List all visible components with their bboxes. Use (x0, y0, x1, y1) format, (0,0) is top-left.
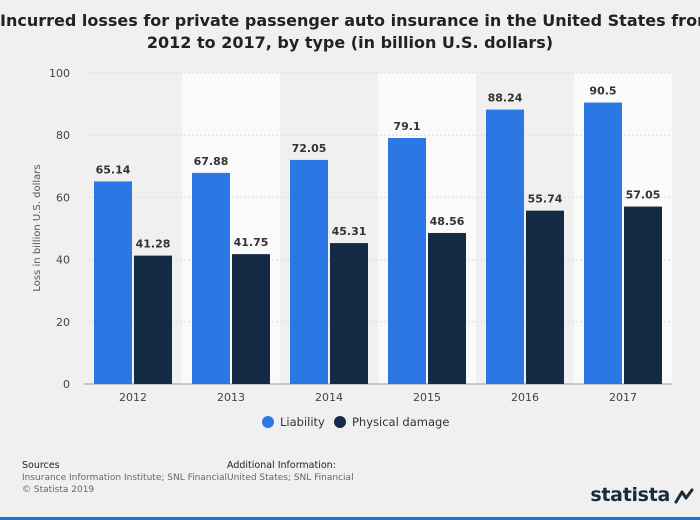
statista-logo[interactable]: statista (590, 484, 670, 506)
x-tick-label: 2017 (609, 391, 637, 404)
bar-liability (486, 109, 524, 384)
y-tick-label: 40 (56, 254, 70, 267)
bar-liability (192, 172, 230, 384)
additional-info-heading: Additional Information: (227, 460, 336, 471)
data-label: 90.5 (589, 85, 616, 98)
data-label: 72.05 (292, 142, 327, 155)
y-tick-label: 80 (56, 129, 70, 142)
x-tick-label: 2016 (511, 391, 539, 404)
x-tick-label: 2014 (315, 391, 343, 404)
statista-wave-icon (674, 488, 694, 504)
x-tick-label: 2015 (413, 391, 441, 404)
bar-liability (584, 102, 622, 385)
additional-info-block: Additional Information: United States; S… (227, 460, 354, 484)
legend-label: Physical damage (352, 415, 449, 429)
bar-liability (388, 137, 426, 384)
chart-title-line-1: Incurred losses for private passenger au… (0, 11, 700, 30)
bar-physical-damage (134, 255, 172, 384)
data-label: 57.05 (626, 189, 661, 202)
y-tick-label: 100 (49, 67, 70, 80)
y-tick-label: 60 (56, 191, 70, 204)
sources-block: Sources Insurance Information Institute;… (22, 460, 227, 496)
data-label: 45.31 (332, 225, 367, 238)
bottom-accent-bar (0, 517, 700, 520)
sources-text: Insurance Information Institute; SNL Fin… (22, 473, 227, 483)
legend-marker (262, 416, 274, 428)
bar-physical-damage (526, 210, 564, 384)
bar-liability (290, 159, 328, 384)
data-label: 41.75 (234, 236, 269, 249)
x-tick-label: 2012 (119, 391, 147, 404)
data-label: 67.88 (194, 155, 229, 168)
data-label: 88.24 (488, 92, 523, 105)
copyright-text: © Statista 2019 (22, 485, 95, 495)
data-label: 41.28 (136, 238, 171, 251)
bar-physical-damage (624, 206, 662, 384)
chart-title-line-2: 2012 to 2017, by type (in billion U.S. d… (146, 33, 554, 52)
additional-info-text: United States; SNL Financial (227, 473, 354, 483)
data-label: 55.74 (528, 193, 563, 206)
bar-chart: 0 20 40 60 80 100 65.14 41.28 67.88 41.75 72.05 45… (32, 67, 672, 429)
y-axis-label: Loss in billion U.S. dollars (32, 164, 43, 291)
bar-liability (94, 181, 132, 384)
chart-title: Incurred losses for private passenger au… (0, 10, 700, 54)
data-label: 48.56 (430, 215, 465, 228)
legend-label: Liability (280, 415, 325, 429)
bar-physical-damage (428, 232, 466, 384)
bar-physical-damage (232, 254, 270, 384)
sources-heading: Sources (22, 460, 60, 471)
bar-physical-damage (330, 243, 368, 384)
data-label: 65.14 (96, 163, 131, 176)
x-tick-label: 2013 (217, 391, 245, 404)
y-tick-label: 0 (63, 378, 70, 391)
y-tick-label: 20 (56, 316, 70, 329)
legend-marker (334, 416, 346, 428)
data-label: 79.1 (393, 120, 420, 133)
